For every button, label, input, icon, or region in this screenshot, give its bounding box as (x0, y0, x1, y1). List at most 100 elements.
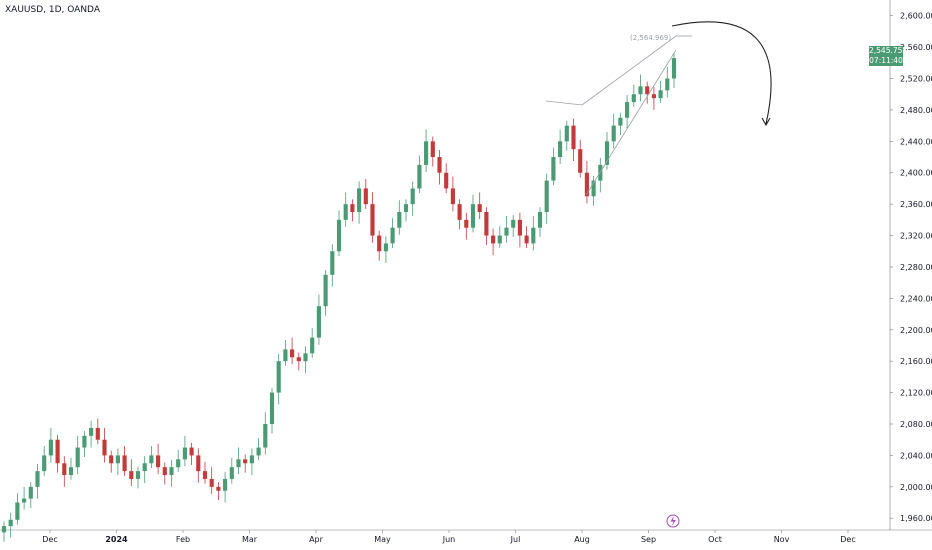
candle-body (450, 188, 455, 205)
wedge-upper-line (581, 35, 677, 106)
candle-body (444, 172, 449, 189)
candle-body (263, 424, 268, 448)
candle-body (578, 149, 583, 173)
symbol-title: XAUUSD, 1D, OANDA (5, 5, 100, 15)
x-tick-label: May (374, 535, 391, 544)
candle-body (68, 467, 74, 476)
candle-body (310, 337, 315, 354)
y-tick-label: 2,240.000 (900, 294, 932, 303)
y-tick-label: 2,040.000 (900, 451, 932, 460)
candle-body (638, 86, 643, 95)
projection-arrow (671, 21, 772, 125)
candle-body (383, 243, 388, 252)
candle-body (75, 447, 80, 468)
candle-body (631, 94, 636, 103)
candle-body (397, 212, 402, 228)
candle-body (377, 235, 382, 252)
candle-body (403, 204, 409, 212)
candle-body (477, 204, 482, 212)
candle-body (223, 478, 228, 491)
candle-body (149, 455, 154, 464)
candle-body (457, 204, 462, 220)
y-tick-label: 2,320.000 (900, 232, 932, 241)
candle-body (591, 180, 596, 197)
candle-body (651, 94, 656, 99)
candle-body (551, 157, 556, 181)
candles-layer (1, 53, 677, 542)
candle-body (343, 204, 348, 220)
candle-body (417, 164, 422, 189)
candle-body (665, 78, 670, 91)
candle-body (283, 349, 288, 362)
candle-body (55, 439, 60, 464)
y-tick-label: 2,160.000 (900, 357, 932, 366)
candle-body (671, 58, 677, 79)
y-tick-label: 1,960.000 (900, 514, 932, 523)
y-tick-label: 2,000.000 (900, 483, 932, 492)
x-tick-label: Oct (708, 535, 722, 544)
y-tick-label: 2,280.000 (900, 263, 932, 272)
y-tick-label: 2,480.000 (900, 106, 932, 115)
drawings-layer (545, 21, 772, 196)
candle-body (625, 102, 630, 118)
candle-body (336, 219, 342, 252)
candle-body (611, 125, 616, 142)
lightning-icon[interactable] (666, 514, 680, 528)
x-tick-label: Feb (176, 535, 190, 544)
candle-body (209, 478, 214, 487)
candle-body (544, 180, 549, 212)
candle-body (22, 498, 27, 503)
y-tick-label: 2,600.000 (900, 12, 932, 21)
wedge-line (545, 100, 583, 106)
candle-body (169, 467, 174, 476)
y-tick-label: 2,520.000 (900, 75, 932, 84)
candle-body (645, 86, 650, 95)
candle-body (48, 439, 53, 456)
candle-body (357, 188, 362, 212)
candle-body (330, 251, 335, 275)
candle-body (269, 392, 275, 424)
candle-body (89, 427, 94, 436)
candle-body (42, 455, 47, 472)
candle-body (390, 227, 395, 244)
y-tick-label: 2,400.000 (900, 169, 932, 178)
candle-body (290, 349, 295, 358)
wedge-lower-line (585, 49, 677, 196)
candle-body (604, 141, 610, 165)
candle-body (370, 204, 375, 236)
candle-body (537, 212, 543, 228)
arrow-head (761, 117, 771, 127)
candle-body (1, 526, 7, 533)
current-price-tag: 2,545.755 07:11:40 (869, 46, 907, 66)
candle-body (176, 459, 181, 468)
x-tick-label: Jul (510, 535, 521, 544)
candle-body (437, 157, 442, 173)
y-tick-label: 2,120.000 (900, 389, 932, 398)
candle-body (122, 455, 127, 472)
y-tick-label: 2,360.000 (900, 200, 932, 209)
x-tick-label: Mar (242, 535, 258, 544)
candle-body (129, 471, 134, 479)
candle-body (62, 463, 67, 476)
candle-body (511, 219, 516, 228)
candle-body (564, 125, 569, 142)
candle-body (571, 125, 576, 150)
candle-body (410, 188, 415, 205)
candle-body (95, 427, 100, 440)
x-tick-label: Aug (574, 535, 590, 544)
candle-body (424, 141, 429, 165)
y-tick-label: 2,560.000 (900, 43, 932, 52)
candle-body (249, 455, 254, 464)
candle-body (216, 486, 221, 491)
candle-body (135, 471, 141, 479)
candle-body (102, 439, 107, 456)
candle-body (202, 471, 208, 479)
candle-body (82, 435, 87, 448)
candle-body (464, 219, 469, 228)
x-tick-label: Apr (309, 535, 324, 544)
candle-body (598, 164, 603, 181)
x-tick-label: 2024 (105, 535, 128, 544)
candle-body (517, 219, 522, 236)
